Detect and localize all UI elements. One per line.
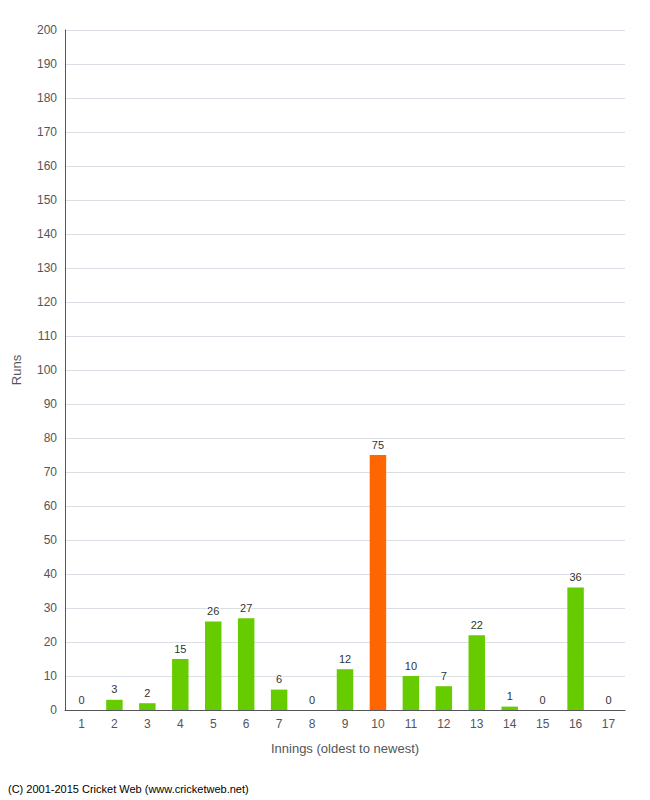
svg-text:15: 15	[174, 643, 186, 655]
svg-text:120: 120	[37, 295, 57, 309]
svg-text:100: 100	[37, 363, 57, 377]
svg-text:4: 4	[177, 717, 184, 731]
svg-text:10: 10	[44, 669, 58, 683]
svg-text:190: 190	[37, 57, 57, 71]
svg-text:70: 70	[44, 465, 58, 479]
svg-text:0: 0	[50, 703, 57, 717]
svg-text:200: 200	[37, 23, 57, 37]
svg-text:3: 3	[144, 717, 151, 731]
svg-text:2: 2	[144, 687, 150, 699]
svg-text:7: 7	[276, 717, 283, 731]
svg-text:110: 110	[38, 329, 57, 343]
svg-text:2: 2	[111, 717, 118, 731]
svg-text:Runs: Runs	[9, 354, 24, 385]
svg-text:1: 1	[78, 717, 85, 731]
svg-text:(C) 2001-2015 Cricket Web (www: (C) 2001-2015 Cricket Web (www.cricketwe…	[8, 783, 249, 795]
svg-text:180: 180	[37, 91, 57, 105]
svg-text:13: 13	[470, 717, 484, 731]
svg-text:3: 3	[111, 683, 117, 695]
svg-text:0: 0	[309, 694, 315, 706]
svg-text:20: 20	[44, 635, 58, 649]
svg-text:22: 22	[471, 619, 483, 631]
svg-text:150: 150	[37, 193, 57, 207]
svg-text:0: 0	[605, 694, 611, 706]
svg-text:6: 6	[243, 717, 250, 731]
svg-text:5: 5	[210, 717, 217, 731]
svg-text:26: 26	[207, 605, 219, 617]
svg-text:12: 12	[437, 717, 451, 731]
svg-text:0: 0	[540, 694, 546, 706]
svg-text:75: 75	[372, 439, 384, 451]
svg-text:15: 15	[536, 717, 550, 731]
svg-text:9: 9	[342, 717, 349, 731]
svg-text:140: 140	[37, 227, 57, 241]
svg-text:0: 0	[78, 694, 84, 706]
svg-text:160: 160	[37, 159, 57, 173]
svg-text:17: 17	[602, 717, 616, 731]
svg-text:10: 10	[371, 717, 385, 731]
svg-text:80: 80	[44, 431, 58, 445]
svg-text:12: 12	[339, 653, 351, 665]
svg-text:30: 30	[44, 601, 58, 615]
svg-text:36: 36	[569, 571, 581, 583]
svg-text:10: 10	[405, 660, 417, 672]
svg-text:90: 90	[44, 397, 58, 411]
svg-text:11: 11	[405, 717, 418, 731]
svg-text:1: 1	[507, 690, 513, 702]
svg-text:16: 16	[569, 717, 583, 731]
svg-text:50: 50	[44, 533, 58, 547]
svg-text:170: 170	[37, 125, 57, 139]
svg-text:8: 8	[309, 717, 316, 731]
svg-text:14: 14	[503, 717, 517, 731]
svg-text:40: 40	[44, 567, 58, 581]
svg-text:6: 6	[276, 673, 282, 685]
svg-text:27: 27	[240, 602, 252, 614]
svg-text:60: 60	[44, 499, 58, 513]
svg-text:130: 130	[37, 261, 57, 275]
svg-text:Innings (oldest to newest): Innings (oldest to newest)	[271, 741, 419, 756]
svg-text:7: 7	[441, 670, 447, 682]
